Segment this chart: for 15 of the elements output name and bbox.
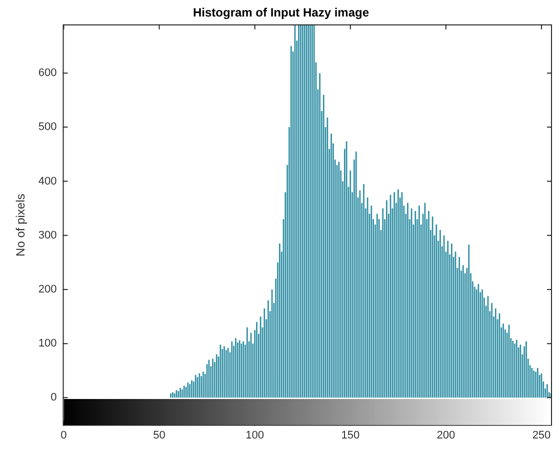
x-tick-label: 100 xyxy=(246,429,264,442)
x-tick-label: 150 xyxy=(341,429,360,442)
y-tick-label: 200 xyxy=(38,284,57,296)
y-tick-label: 500 xyxy=(38,121,57,134)
y-tick-label: 400 xyxy=(38,175,57,188)
x-tick-label: 200 xyxy=(436,429,456,442)
y-tick-label: 300 xyxy=(38,229,57,242)
x-tick-label: 50 xyxy=(153,429,166,442)
y-tick-label: 100 xyxy=(38,338,57,350)
x-tick-label: 0 xyxy=(60,429,67,442)
x-tick-label: 250 xyxy=(532,429,551,442)
chart-title: Histogram of Input Hazy image xyxy=(192,6,370,20)
y-tick-label: 0 xyxy=(50,392,57,404)
y-tick-label: 600 xyxy=(38,67,57,80)
y-axis-title: No of pixels xyxy=(14,194,28,256)
